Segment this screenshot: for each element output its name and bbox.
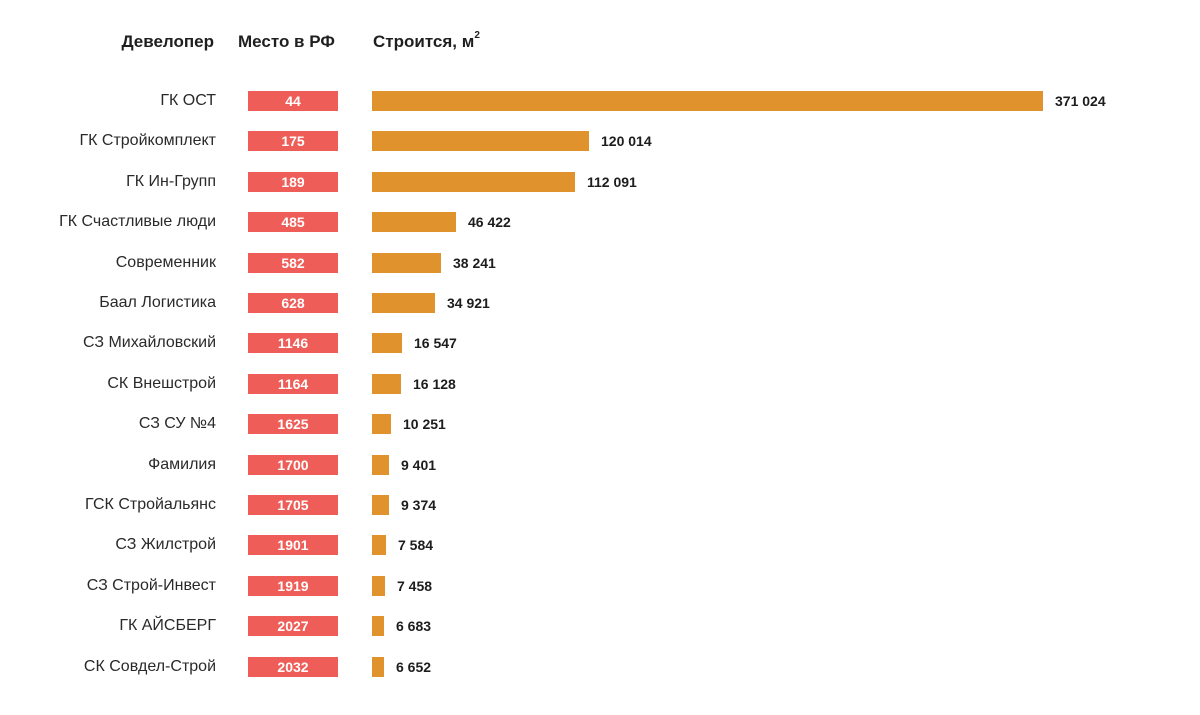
chart-row: СК Внешстрой 1164 16 128 [0,373,1200,397]
bar [372,535,386,556]
developer-name: СЗ Строй-Инвест [86,576,216,594]
header-area: Строится, м2 [373,30,480,52]
bar [372,91,1043,111]
developer-name: Современник [115,253,216,271]
developer-name: СК Совдел-Строй [83,657,216,675]
chart-row: ГК Счастливые люди 485 46 422 [0,211,1200,235]
bar [372,454,389,475]
bar-value-label: 6 652 [396,658,432,675]
bar-value-label: 38 241 [453,254,496,271]
rank-badge: 1164 [248,373,338,394]
developer-name: Баал Логистика [99,294,216,311]
bar-value-label: 6 683 [396,618,432,635]
bar [372,575,385,596]
chart-row: ГК Стройкомплект 175 120 014 [0,130,1200,154]
bar [372,131,589,152]
header-area-superscript: 2 [474,30,480,42]
bar [372,293,435,313]
bar [372,171,575,192]
developer-name: СЗ СУ №4 [138,415,216,433]
rank-badge: 2032 [248,656,338,677]
chart-row: СК Совдел-Строй 2032 6 652 [0,656,1200,680]
bar [372,656,384,677]
rank-badge: 1625 [248,414,338,435]
developer-name: ГК Стройкомплект [79,132,216,150]
bar [372,373,401,394]
chart-row: ГК АЙСБЕРГ 2027 6 683 [0,615,1200,639]
rank-badge: 2027 [248,616,338,637]
bar-value-label: 9 374 [401,497,437,513]
rank-badge: 189 [248,171,338,192]
rank-badge: 175 [248,131,338,152]
developer-name: ГК ОСТ [160,92,216,109]
rank-badge: 1700 [248,454,338,475]
bar-value-label: 34 921 [447,295,490,311]
bar-value-label: 16 128 [413,375,456,392]
rank-badge: 582 [248,252,338,273]
rank-badge: 1705 [248,495,338,515]
developer-name: Фамилия [148,455,216,473]
header-developer: Девелопер [121,32,214,51]
developer-name: ГК Ин-Групп [126,172,216,190]
rank-badge: 1146 [248,333,338,354]
chart-row: СЗ СУ №4 1625 10 251 [0,413,1200,437]
bar-value-label: 10 251 [403,416,446,433]
chart-row: ГК ОСТ 44 371 024 [0,90,1200,114]
chart-row: СЗ Михайловский 1146 16 547 [0,332,1200,356]
chart-row: ГСК Стройальянс 1705 9 374 [0,494,1200,518]
bar [372,252,441,273]
bar-value-label: 112 091 [587,173,637,190]
bar-value-label: 46 422 [468,214,511,231]
bar-value-label: 7 584 [398,537,434,554]
chart-row: ГК Ин-Групп 189 112 091 [0,171,1200,195]
bar-value-label: 120 014 [601,133,652,150]
rank-badge: 1919 [248,575,338,596]
chart-row: СЗ Строй-Инвест 1919 7 458 [0,575,1200,599]
developer-name: СЗ Жилстрой [115,536,216,554]
rank-badge: 44 [248,91,338,111]
bar-value-label: 16 547 [414,335,457,352]
rank-badge: 1901 [248,535,338,556]
bar [372,212,456,233]
bar [372,616,384,637]
rank-badge: 628 [248,293,338,313]
developer-name: ГСК Стройальянс [85,496,216,513]
chart-row: СЗ Жилстрой 1901 7 584 [0,534,1200,558]
bar-value-label: 7 458 [397,577,433,594]
header-area-text: Строится, м [373,32,475,51]
rank-badge: 485 [248,212,338,233]
chart-row: Фамилия 1700 9 401 [0,454,1200,478]
bar-value-label: 9 401 [401,456,437,473]
bar [372,333,402,354]
bar-value-label: 371 024 [1055,93,1106,109]
developer-name: СЗ Михайловский [82,334,216,352]
developer-name: ГК АЙСБЕРГ [119,617,216,635]
developer-name: ГК Счастливые люди [59,213,216,231]
chart-row: Современник 582 38 241 [0,252,1200,276]
developer-name: СК Внешстрой [107,374,216,392]
bar [372,495,389,515]
bar [372,414,391,435]
chart-row: Баал Логистика 628 34 921 [0,292,1200,316]
header-rank: Место в РФ [238,32,335,51]
